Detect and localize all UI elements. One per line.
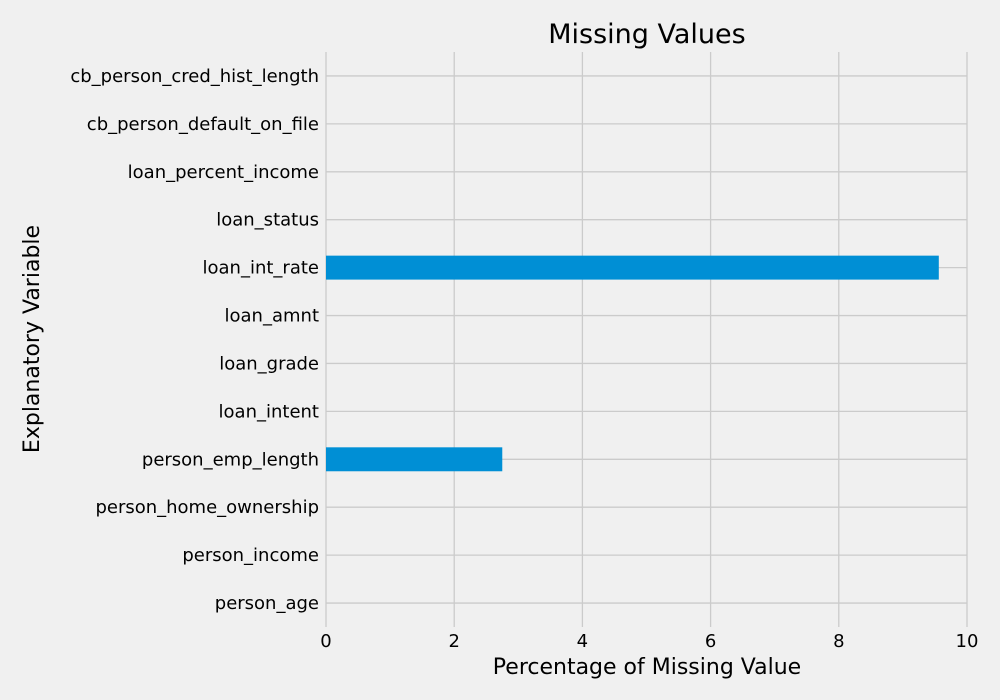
x-axis-label: Percentage of Missing Value [493, 655, 801, 680]
y-tick-label: person_age [215, 593, 319, 614]
y-tick-labels: person_age person_income person_home_owner… [70, 66, 319, 614]
x-tick-label: 4 [577, 631, 588, 652]
bars [326, 255, 939, 472]
x-tick-label: 6 [705, 631, 716, 652]
y-tick-label: person_income [182, 545, 319, 566]
y-tick-label: loan_status [216, 210, 319, 231]
y-tick-label: person_home_ownership [95, 497, 319, 518]
x-tick-label: 0 [320, 631, 331, 652]
y-tick-label: person_emp_length [142, 449, 319, 470]
chart-title: Missing Values [548, 19, 745, 50]
y-gridlines [326, 75, 967, 604]
y-tick-label: loan_amnt [225, 306, 319, 327]
y-tick-label: loan_intent [219, 401, 319, 422]
bar-person-emp-length [326, 447, 503, 472]
bar-loan-int-rate [326, 255, 939, 280]
x-tick-label: 10 [956, 631, 979, 652]
y-tick-label: loan_percent_income [128, 162, 319, 183]
y-tick-label: loan_grade [219, 353, 319, 374]
x-tick-label: 8 [833, 631, 844, 652]
y-axis-label: Explanatory Variable [20, 225, 45, 453]
x-gridlines [325, 52, 968, 627]
x-tick-label: 2 [448, 631, 459, 652]
y-tick-label: loan_int_rate [203, 258, 319, 279]
y-tick-label: cb_person_default_on_file [87, 114, 319, 135]
y-tick-label: cb_person_cred_hist_length [70, 66, 319, 87]
x-tick-labels: 0 2 4 6 8 10 [320, 631, 978, 652]
